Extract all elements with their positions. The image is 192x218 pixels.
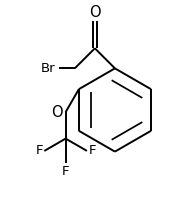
Text: O: O (51, 105, 63, 120)
Text: O: O (89, 5, 101, 20)
Text: F: F (89, 144, 96, 157)
Text: F: F (62, 165, 69, 178)
Text: F: F (35, 144, 43, 157)
Text: Br: Br (41, 62, 56, 75)
